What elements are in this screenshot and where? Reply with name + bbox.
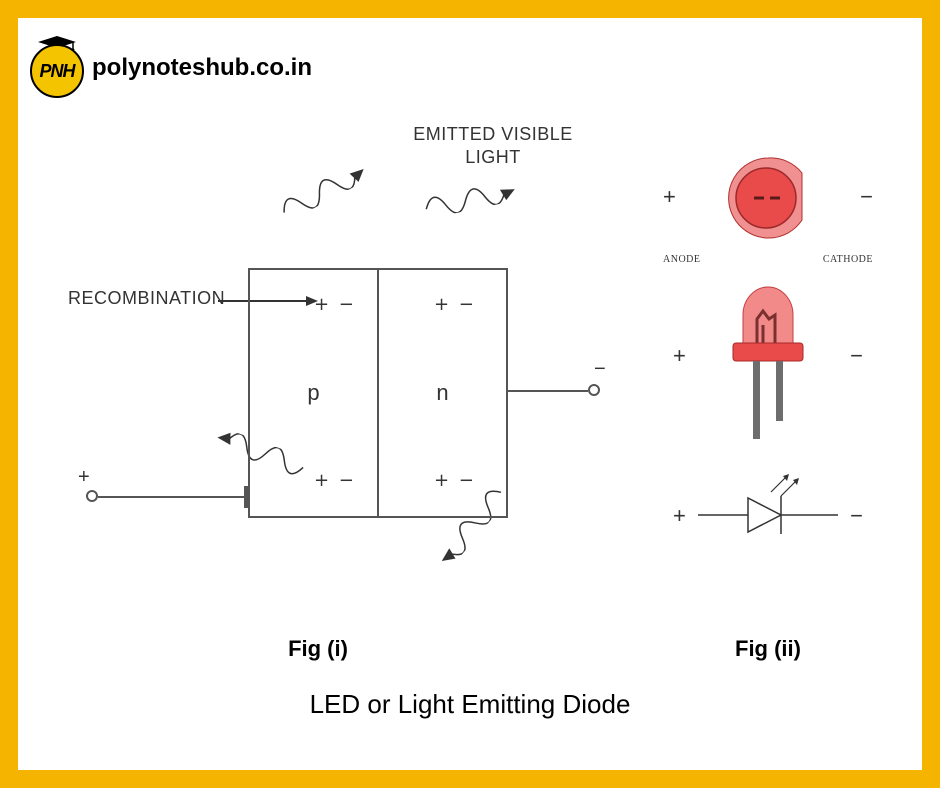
n-label: n	[436, 380, 448, 406]
led-symbols-column: + − ANODE CATHODE +	[638, 118, 898, 628]
charge-pair: + −	[314, 470, 356, 491]
led-schematic-symbol: + −	[663, 465, 873, 545]
right-terminal-icon	[588, 384, 600, 396]
plus-label: +	[663, 184, 676, 210]
figure-2: + − ANODE CATHODE +	[638, 118, 898, 662]
plus-label: +	[673, 503, 686, 529]
site-name: polynoteshub.co.in	[92, 54, 312, 82]
left-wire	[98, 496, 248, 498]
left-contact	[244, 486, 248, 508]
light-ray-icon	[266, 132, 391, 224]
led-top-view: + −	[663, 148, 873, 248]
diode-symbol-icon	[693, 470, 843, 540]
p-label: p	[307, 380, 319, 406]
led-3d-icon	[713, 285, 823, 445]
led-top-icon	[718, 153, 818, 243]
header: PNH polynoteshub.co.in	[28, 38, 312, 98]
right-wire	[508, 390, 588, 392]
plus-label: +	[673, 343, 686, 369]
pn-junction-diagram: EMITTED VISIBLELIGHT RECOMBINATION	[38, 118, 598, 628]
charge-pair: + −	[314, 294, 356, 315]
minus-label: −	[850, 503, 863, 529]
logo-text: PNH	[30, 44, 84, 98]
minus-label: −	[850, 343, 863, 369]
logo: PNH	[28, 38, 88, 98]
right-polarity: −	[594, 358, 606, 381]
figure-caption: LED or Light Emitting Diode	[38, 689, 902, 720]
anode-cathode-labels: ANODE CATHODE	[663, 254, 873, 265]
recombination-label: RECOMBINATION	[68, 288, 225, 309]
fig1-label: Fig (i)	[38, 636, 598, 662]
figure-1: EMITTED VISIBLELIGHT RECOMBINATION	[38, 118, 598, 662]
led-side-view: + −	[663, 285, 873, 445]
page-frame: PNH polynoteshub.co.in EMITTED VISIBLELI…	[0, 0, 940, 788]
anode-label: ANODE	[663, 254, 701, 265]
cathode-label: CATHODE	[823, 254, 873, 265]
charge-pair: + −	[434, 294, 476, 315]
minus-label: −	[860, 184, 873, 210]
fig2-label: Fig (ii)	[638, 636, 898, 662]
content-area: EMITTED VISIBLELIGHT RECOMBINATION	[38, 118, 902, 750]
left-polarity: +	[78, 466, 90, 489]
left-terminal-icon	[86, 490, 98, 502]
emitted-light-label: EMITTED VISIBLELIGHT	[393, 123, 593, 170]
figures-row: EMITTED VISIBLELIGHT RECOMBINATION	[38, 118, 902, 662]
charge-pair: + −	[434, 470, 476, 491]
